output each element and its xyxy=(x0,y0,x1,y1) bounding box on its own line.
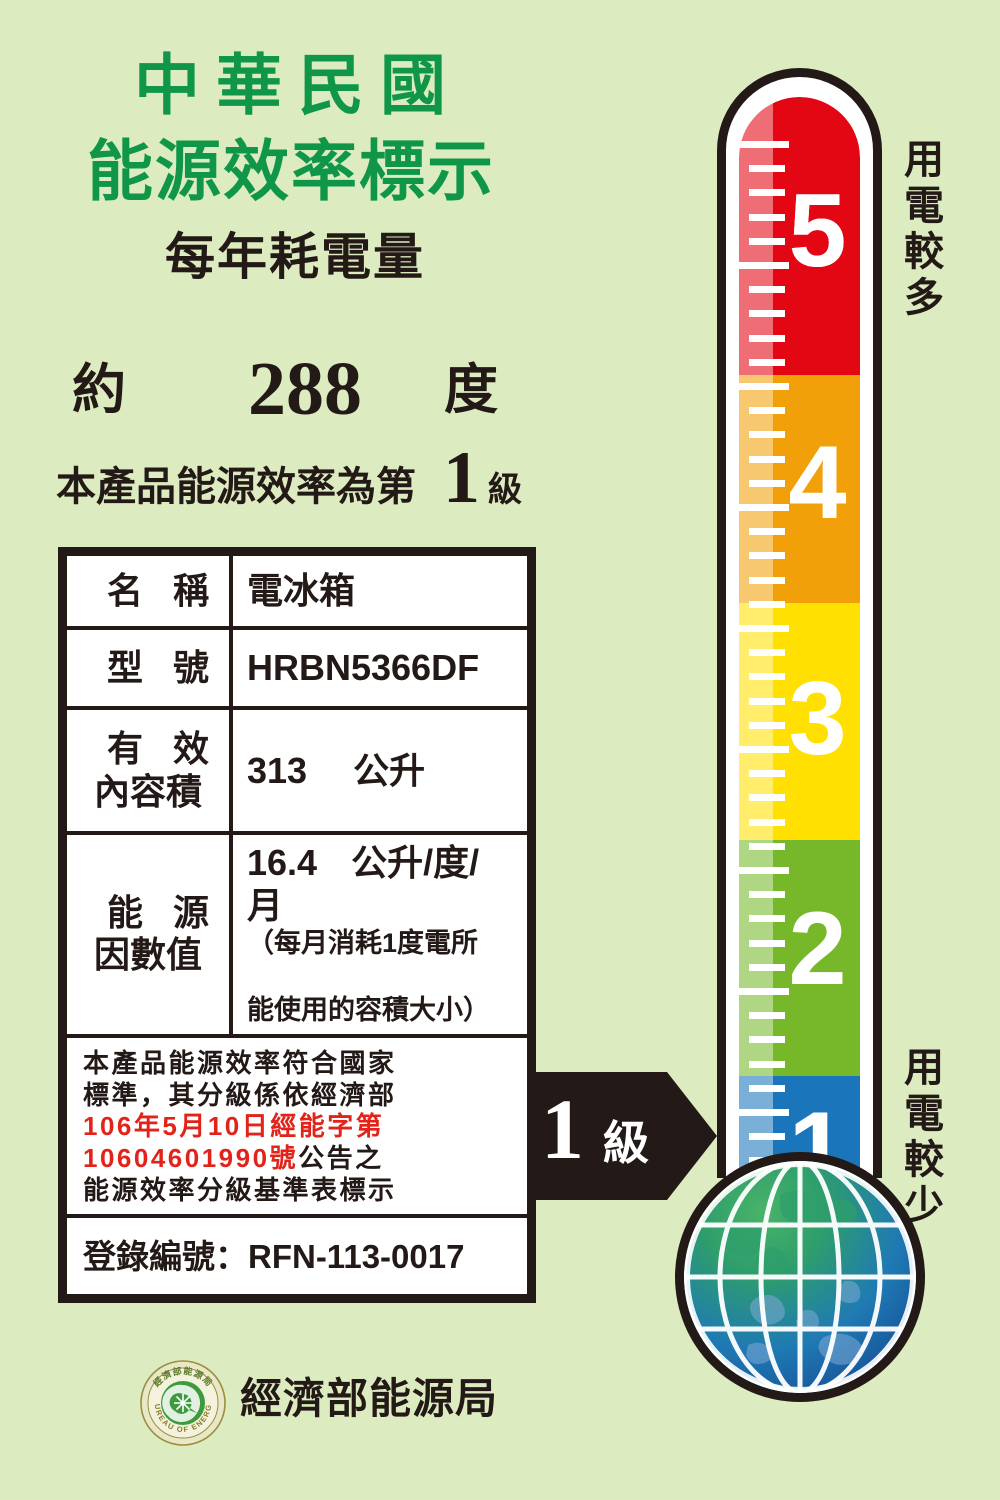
specification-table: 名稱 電冰箱 型號 HRBN5366DF 有效 內容積 xyxy=(58,547,536,1304)
grade-statement: 本產品能源效率為第 1 級 xyxy=(56,441,546,517)
energy-factor-number: 16.4 xyxy=(247,842,318,883)
legal-notice-cell: 本產品能源效率符合國家 標準，其分級係依經濟部 106年5月10日經能字第 10… xyxy=(63,1033,531,1219)
thermometer-label-less-electricity: 用電較少 xyxy=(898,1046,942,1230)
footer-agency-label: 經濟部能源局 xyxy=(240,1375,499,1422)
thermometer-label-more-electricity: 用電較多 xyxy=(898,138,942,322)
legal-line-1: 本產品能源效率符合國家 xyxy=(83,1047,397,1078)
energy-factor-note-line1: （每月消耗1度電所 xyxy=(247,928,479,959)
row-value-volume: 313 公升 xyxy=(229,706,531,835)
row-label-volume: 有效 內容積 xyxy=(63,706,233,835)
volume-number: 313 xyxy=(247,749,308,791)
energy-factor-note-line2: 能使用的容積大小） xyxy=(247,995,490,1026)
thermometer-color-bands: 5 4 3 2 1 xyxy=(739,97,860,1187)
table-row-name: 名稱 電冰箱 xyxy=(63,552,531,630)
grade-statement-suffix: 級 xyxy=(488,471,522,509)
consumption-approx-prefix: 約 xyxy=(72,360,126,420)
grade-statement-prefix: 本產品能源效率為第 xyxy=(56,465,416,509)
grade-badge-number: 1 xyxy=(541,1081,584,1177)
legal-line-2: 標準，其分級係依經濟部 xyxy=(83,1079,397,1110)
bureau-of-energy-seal-icon: 經濟部能源局 BUREAU OF ENERGY xyxy=(137,1353,226,1446)
legal-line-4-black: 公告之 xyxy=(298,1142,384,1173)
registration-cell: 登錄編號：RFN-113-0017 xyxy=(63,1214,531,1299)
row-value-model: HRBN5366DF xyxy=(229,626,531,710)
table-row-legal-notice: 本產品能源效率符合國家 標準，其分級係依經濟部 106年5月10日經能字第 10… xyxy=(63,1033,531,1219)
registration-number: RFN-113-0017 xyxy=(248,1237,465,1275)
energy-factor-unit: 公升/度/月 xyxy=(247,842,480,927)
thermometer-level-3-number: 3 xyxy=(788,661,847,777)
thermometer-level-4-number: 4 xyxy=(788,425,847,541)
energy-grade-thermometer: 5 4 3 2 1 xyxy=(527,0,1000,1500)
label-title-line-2: 能源效率標示 xyxy=(87,134,495,208)
legal-line-4-red: 10604601990號 xyxy=(83,1142,299,1173)
registration-label: 登錄編號： xyxy=(83,1237,248,1275)
table-row-model: 型號 HRBN5366DF xyxy=(63,626,531,710)
legal-line-5: 能源效率分級基準表標示 xyxy=(83,1174,397,1205)
globe-icon xyxy=(684,1161,916,1393)
row-value-energy-factor: 16.4 公升/度/月 （每月消耗1度電所 能使用的容積大小） xyxy=(229,831,531,1038)
row-label-energy-factor: 能源 因數值 xyxy=(63,831,233,1038)
thermometer-level-2-number: 2 xyxy=(788,891,847,1007)
footer-agency: 經濟部能源局 BUREAU OF ENERGY 經濟部能源局 xyxy=(137,1353,540,1458)
table-row-energy-factor: 能源 因數值 16.4 公升/度/月 （每月消耗1度電所 能使用的容積大小） xyxy=(63,831,531,1038)
annual-consumption-row: 約 288 度 xyxy=(62,351,532,435)
thermometer-level-5-number: 5 xyxy=(788,173,847,289)
row-label-name: 名稱 xyxy=(63,552,233,630)
grade-badge-unit: 級 xyxy=(603,1117,649,1169)
consumption-unit: 度 xyxy=(444,360,498,420)
row-value-name: 電冰箱 xyxy=(229,552,531,630)
volume-unit: 公升 xyxy=(353,749,426,791)
grade-statement-number: 1 xyxy=(443,437,480,519)
row-label-model: 型號 xyxy=(63,626,233,710)
label-left-panel: 中華民國 能源效率標示 每年耗電量 約 288 度 本產品能源效率為第 1 級 … xyxy=(56,48,546,1458)
consumption-value: 288 xyxy=(248,347,362,431)
table-row-volume: 有效 內容積 313 公升 xyxy=(63,706,531,835)
legal-line-3: 106年5月10日經能字第 xyxy=(83,1111,385,1142)
table-row-registration: 登錄編號：RFN-113-0017 xyxy=(63,1214,531,1299)
annual-consumption-subtitle: 每年耗電量 xyxy=(165,229,425,285)
grade-arrow-badge: 1 級 xyxy=(527,1072,717,1200)
label-title-line-1: 中華民國 xyxy=(134,48,462,122)
